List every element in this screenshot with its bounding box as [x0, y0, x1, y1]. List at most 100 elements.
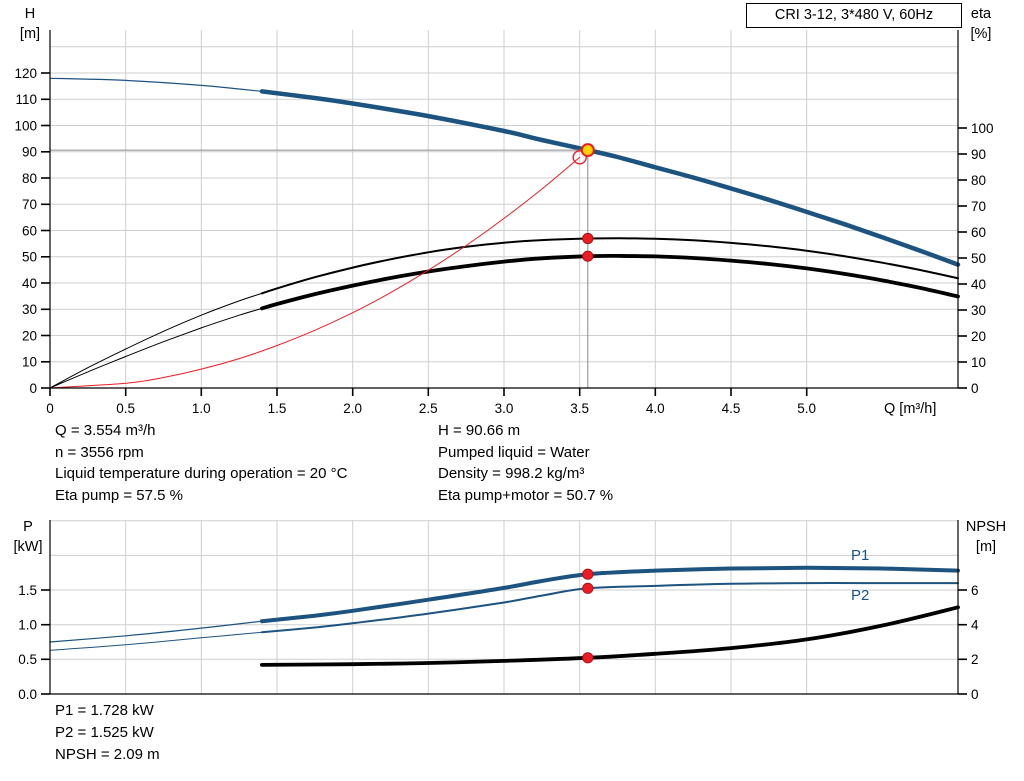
svg-text:3.0: 3.0: [495, 401, 514, 416]
curve-label-p1: P1: [851, 547, 869, 564]
svg-text:80: 80: [971, 173, 986, 188]
svg-text:2: 2: [971, 652, 979, 667]
svg-text:1.0: 1.0: [18, 618, 37, 633]
h-axis-unit: [m]: [19, 26, 41, 42]
eta-pump-curve: [49, 237, 959, 389]
svg-text:0.5: 0.5: [116, 401, 135, 416]
operating-point-dot: [582, 568, 594, 580]
tick-labels: 0.0 0.5 1.0 1.5 0 2 4 6: [18, 583, 979, 702]
info-block-left: Q = 3.554 m³/h n = 3556 rpm Liquid tempe…: [55, 420, 347, 506]
npsh-axis-unit: [m]: [975, 539, 997, 555]
duty-crosshair: [50, 149, 589, 388]
svg-text:4: 4: [971, 618, 979, 633]
svg-text:4.5: 4.5: [722, 401, 741, 416]
svg-text:4.0: 4.0: [646, 401, 665, 416]
npsh-curve: [260, 605, 960, 667]
info-block-bottom: P1 = 1.728 kW P2 = 1.525 kW NPSH = 2.09 …: [55, 700, 160, 766]
svg-text:1.0: 1.0: [192, 401, 211, 416]
svg-text:60: 60: [22, 223, 37, 238]
svg-text:5.0: 5.0: [797, 401, 816, 416]
info-p2: P2 = 1.525 kW: [55, 724, 154, 741]
svg-text:6: 6: [971, 583, 979, 598]
svg-text:70: 70: [971, 199, 986, 214]
svg-text:110: 110: [15, 92, 37, 107]
operating-point-dot: [582, 232, 594, 245]
p-axis-title: P [kW]: [5, 517, 51, 557]
p1-curve: [49, 565, 960, 643]
svg-text:30: 30: [22, 302, 37, 317]
svg-text:0: 0: [971, 687, 979, 702]
info-flow: Q = 3.554 m³/h: [55, 422, 156, 439]
svg-text:0.5: 0.5: [18, 652, 37, 667]
qh-chart: 0 10 20 30 40 50 60 70 80 90 100 110 120 0 10 20 30 40 50 6…: [14, 30, 994, 416]
info-eta-pump-motor: Eta pump+motor = 50.7 %: [438, 486, 614, 504]
svg-text:70: 70: [22, 197, 37, 212]
svg-text:50: 50: [971, 251, 986, 266]
h-axis-symbol: H: [24, 6, 36, 22]
info-npsh: NPSH = 2.09 m: [55, 746, 160, 763]
svg-text:30: 30: [971, 303, 986, 318]
info-head: H = 90.66 m: [438, 422, 521, 439]
eta-axis-unit: [%]: [970, 26, 992, 42]
operating-point-dot: [582, 652, 594, 664]
eta-axis-title: eta [%]: [958, 4, 1004, 44]
svg-text:80: 80: [22, 171, 37, 186]
svg-text:0.0: 0.0: [18, 687, 37, 702]
operating-point-markers: [582, 568, 594, 664]
tick-labels: 0 10 20 30 40 50 60 70 80 90 100 110 120 0 10 20 30 40 50 6…: [14, 66, 993, 416]
gridlines: [50, 30, 958, 388]
info-eta-pump: Eta pump = 57.5 %: [55, 486, 183, 504]
tick-marks: [41, 589, 967, 695]
power-npsh-chart: 0.0 0.5 1.0 1.5 0 2 4 6 P1 P2: [18, 520, 979, 702]
info-block-right: H = 90.66 m Pumped liquid = Water Densit…: [438, 420, 613, 506]
info-pumped-liquid: Pumped liquid = Water: [438, 443, 590, 461]
tick-marks: [41, 72, 967, 396]
system-curve-point: [572, 150, 587, 165]
svg-text:100: 100: [971, 121, 994, 136]
svg-text:0: 0: [29, 381, 37, 396]
svg-text:20: 20: [22, 328, 37, 343]
svg-text:2.0: 2.0: [343, 401, 362, 416]
axis-lines: [49, 520, 959, 695]
p-axis-unit: [kW]: [13, 539, 43, 555]
info-density: Density = 998.2 kg/m³: [438, 465, 585, 482]
svg-text:120: 120: [14, 66, 37, 81]
svg-text:0: 0: [971, 381, 979, 396]
duty-point-marker[interactable]: [580, 143, 595, 158]
info-p1: P1 = 1.728 kW: [55, 702, 154, 719]
svg-text:90: 90: [22, 145, 37, 160]
svg-text:10: 10: [22, 355, 37, 370]
head-curve: [49, 77, 961, 267]
svg-text:40: 40: [22, 276, 37, 291]
curve-label-p2: P2: [851, 587, 869, 604]
operating-point-markers: [572, 143, 595, 262]
svg-text:3.5: 3.5: [570, 401, 589, 416]
svg-text:1.5: 1.5: [18, 583, 37, 598]
eta-axis-symbol: eta: [970, 6, 992, 22]
svg-text:20: 20: [971, 329, 986, 344]
operating-point-dot: [582, 582, 594, 594]
power-npsh-chart-plot-area[interactable]: [50, 520, 958, 694]
npsh-axis-symbol: NPSH: [965, 519, 1007, 535]
p-axis-symbol: P: [23, 519, 33, 535]
svg-text:90: 90: [971, 147, 986, 162]
operating-point-dot: [582, 250, 594, 262]
system-curve: [49, 156, 581, 389]
p2-curve: [49, 582, 959, 651]
eta-pump-motor-curve: [49, 253, 960, 389]
pump-title-box: CRI 3-12, 3*480 V, 60Hz: [746, 3, 962, 28]
svg-text:2.5: 2.5: [419, 401, 438, 416]
q-axis-title: Q [m³/h]: [884, 401, 937, 417]
svg-text:100: 100: [14, 118, 37, 133]
svg-text:60: 60: [971, 225, 986, 240]
svg-text:50: 50: [22, 250, 37, 265]
svg-text:1.5: 1.5: [268, 401, 287, 416]
info-liquid-temperature: Liquid temperature during operation = 20…: [55, 465, 348, 482]
npsh-axis-title: NPSH [m]: [960, 517, 1012, 557]
svg-text:10: 10: [971, 355, 986, 370]
svg-text:0: 0: [46, 401, 54, 416]
info-speed: n = 3556 rpm: [55, 443, 144, 461]
svg-text:40: 40: [971, 277, 986, 292]
